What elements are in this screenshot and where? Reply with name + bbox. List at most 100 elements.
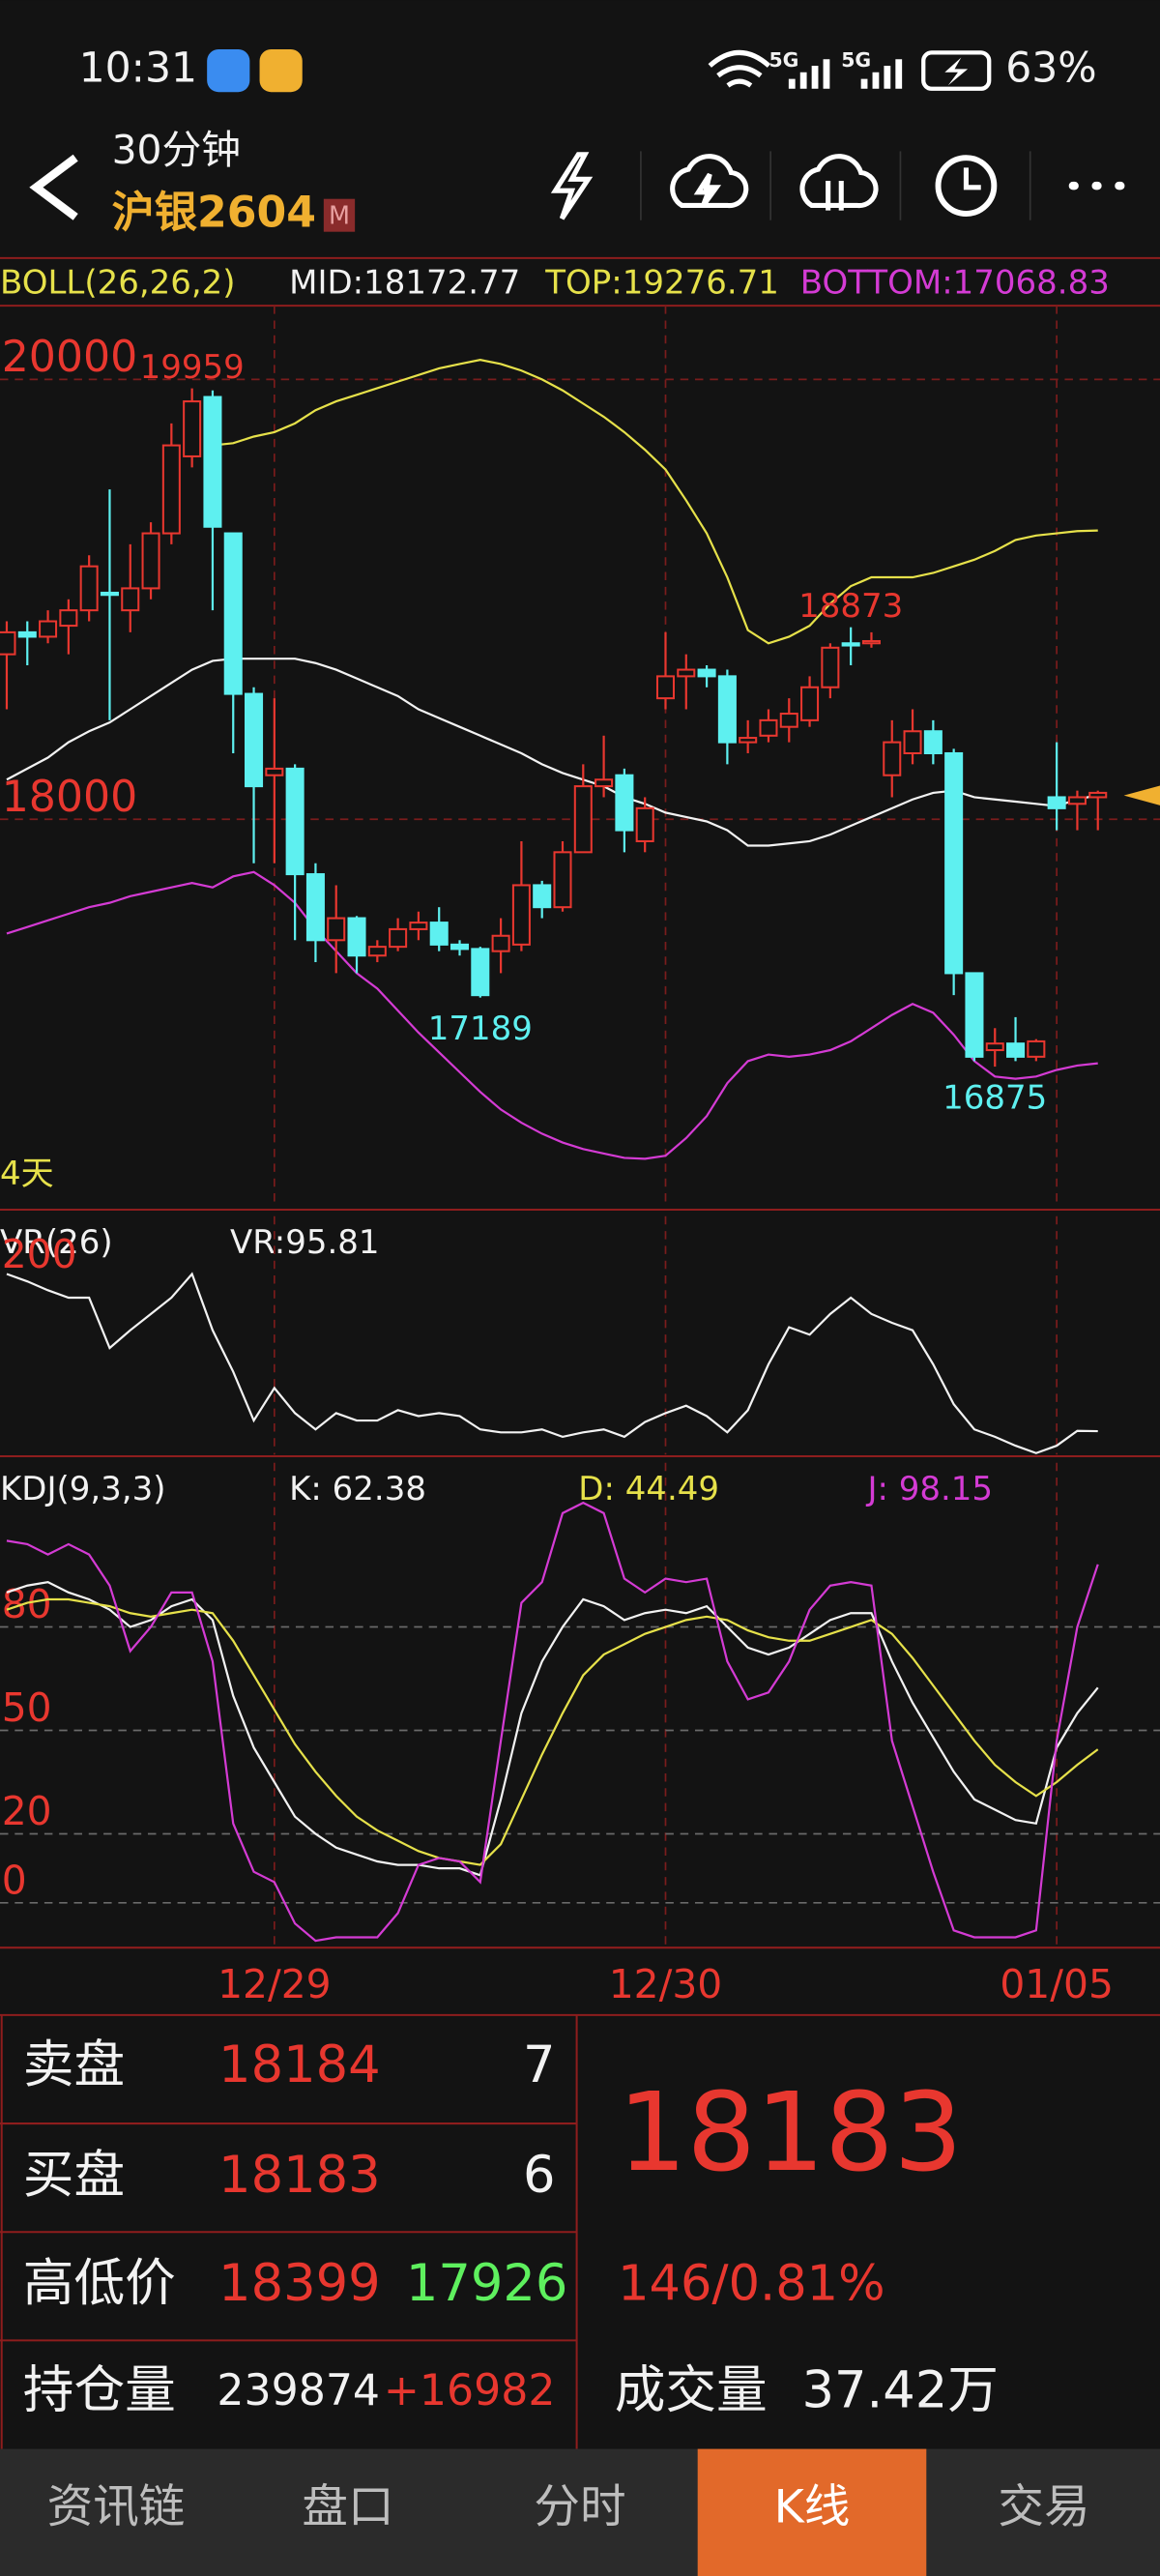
indicator-title: KDJ(9,3,3)	[0, 1470, 165, 1508]
battery-icon	[921, 50, 992, 91]
tab-bar: 资讯链 盘口 分时 K线 交易	[0, 2448, 1160, 2576]
bid-price: 18183	[218, 2146, 381, 2205]
signal-icon	[860, 59, 903, 89]
app-icon	[259, 49, 303, 93]
indicator-line	[212, 358, 1098, 645]
candle-body	[245, 692, 264, 788]
last-price: 18183	[618, 2070, 963, 2196]
candle-body	[903, 730, 922, 755]
high-price: 18399	[218, 2254, 381, 2313]
legend-k: K: 62.38	[289, 1470, 426, 1508]
wifi-icon	[708, 50, 771, 88]
legend-bottom: BOTTOM:17068.83	[800, 264, 1110, 303]
candle-body	[883, 741, 902, 776]
indicator-line	[6, 1597, 1099, 1866]
tab[interactable]: 分时	[534, 2480, 625, 2533]
candle-body	[79, 565, 99, 612]
clock: 10:31	[79, 45, 197, 93]
clock-hands	[963, 167, 981, 190]
candle-body	[717, 675, 737, 744]
candle-body	[183, 400, 202, 457]
app-icon	[207, 49, 250, 93]
candle-body	[223, 532, 243, 695]
candle-body	[739, 737, 758, 744]
network-label: 5G	[768, 48, 798, 72]
legend-top: TOP:19276.71	[544, 264, 779, 303]
indicator-line	[6, 658, 1098, 847]
indicator-line	[6, 1272, 1098, 1454]
flash-button[interactable]	[550, 152, 594, 220]
row-label: 高低价	[23, 2254, 176, 2313]
cloud-alert-button[interactable]	[670, 154, 749, 209]
legend-d: D: 44.49	[578, 1470, 719, 1508]
volume-label: 成交量	[615, 2360, 768, 2419]
candle-body	[965, 972, 984, 1058]
legend-mid: MID:18172.77	[289, 264, 520, 303]
candle-body	[305, 873, 325, 942]
open-interest: 239874	[217, 2366, 380, 2415]
low-price: 17926	[406, 2254, 568, 2313]
candle-body	[944, 751, 964, 975]
candle-body	[779, 713, 798, 728]
candle-body	[471, 948, 490, 997]
candle-body	[697, 668, 716, 678]
candle-body	[59, 609, 78, 628]
symbol: 沪银2604	[112, 189, 316, 238]
tab[interactable]: 交易	[998, 2480, 1089, 2533]
y-tick-label: 20000	[2, 333, 138, 382]
candle-body	[655, 675, 676, 700]
ask-price: 18184	[218, 2035, 381, 2094]
candle-body	[203, 395, 222, 528]
candle-body	[861, 639, 881, 645]
badge-text: M	[329, 201, 350, 230]
high-annotation: 18873	[798, 587, 903, 626]
candle-body	[285, 767, 304, 876]
candle-body	[389, 927, 408, 949]
indicator-title: BOLL(26,26,2)	[0, 264, 236, 303]
indicator-line	[6, 1581, 1099, 1877]
low-annotation: 16875	[942, 1079, 1047, 1118]
tab[interactable]: 盘口	[302, 2480, 393, 2533]
candle-body	[573, 785, 593, 854]
candle-body	[39, 620, 58, 638]
battery-level: 63%	[1005, 45, 1096, 93]
candle-body	[409, 922, 428, 930]
period: 30分钟	[112, 127, 241, 173]
y-tick-label: 200	[2, 1231, 77, 1277]
price-pointer	[1123, 785, 1160, 805]
x-tick-label: 12/29	[218, 1961, 332, 2007]
row-label: 卖盘	[23, 2035, 125, 2094]
charging-icon	[944, 57, 969, 86]
indicator-line	[6, 1501, 1099, 1943]
y-tick-label: 0	[2, 1857, 27, 1903]
indicator-line	[6, 870, 1098, 1160]
history-button[interactable]	[935, 155, 998, 217]
candle-body	[594, 778, 614, 788]
back-button[interactable]	[29, 154, 78, 220]
cloud-sync-button[interactable]	[799, 154, 879, 211]
candle-body	[0, 630, 16, 656]
tab[interactable]: K线	[774, 2480, 851, 2533]
candle-body	[985, 1042, 1004, 1052]
candle-body	[367, 946, 387, 957]
candle-body	[1027, 1039, 1046, 1058]
row-label: 买盘	[23, 2146, 125, 2205]
volume: 37.42万	[801, 2360, 999, 2419]
network-label: 5G	[841, 48, 871, 72]
candle-body	[450, 943, 470, 951]
low-annotation: 17189	[428, 1010, 533, 1048]
x-tick-label: 01/05	[1000, 1961, 1114, 2007]
candle-body	[923, 730, 942, 755]
candle-body	[615, 774, 634, 832]
indicator-readout: VR:95.81	[230, 1223, 380, 1262]
legend-j: J: 98.15	[865, 1470, 993, 1508]
tab[interactable]: 资讯链	[47, 2480, 186, 2533]
tab-bar-bg	[0, 2448, 1160, 2576]
indicator-title: VR(26)	[0, 1223, 113, 1262]
candle-body	[429, 922, 449, 946]
bid-volume: 6	[523, 2146, 556, 2205]
candle-body	[635, 806, 654, 842]
x-tick-label: 12/30	[609, 1961, 723, 2007]
